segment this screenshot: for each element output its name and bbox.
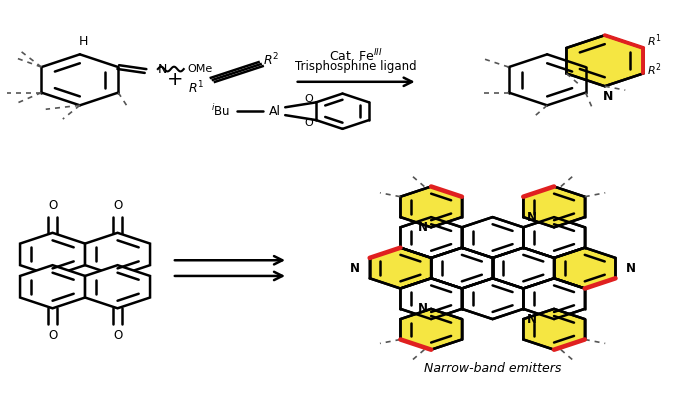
Text: $R^1$: $R^1$	[188, 79, 204, 96]
Polygon shape	[523, 278, 585, 319]
Text: O: O	[48, 199, 57, 213]
Polygon shape	[401, 217, 462, 258]
Polygon shape	[370, 248, 431, 288]
Polygon shape	[85, 265, 150, 308]
Polygon shape	[401, 278, 462, 319]
Text: $R^2$: $R^2$	[263, 52, 279, 68]
Text: N: N	[527, 211, 537, 224]
Text: N: N	[350, 261, 360, 275]
Text: OMe: OMe	[188, 64, 213, 74]
Text: N: N	[158, 62, 167, 75]
Polygon shape	[85, 233, 150, 276]
Text: N: N	[418, 221, 427, 234]
Polygon shape	[523, 217, 585, 258]
Text: Narrow-band emitters: Narrow-band emitters	[424, 361, 561, 374]
Text: O: O	[113, 329, 122, 342]
Polygon shape	[523, 309, 585, 350]
Polygon shape	[493, 248, 554, 288]
Text: H: H	[79, 36, 88, 49]
Polygon shape	[462, 217, 523, 258]
Polygon shape	[20, 265, 85, 308]
Text: +: +	[167, 70, 184, 89]
Text: N: N	[418, 303, 427, 315]
Text: $R^2$: $R^2$	[647, 61, 661, 78]
Text: $^{i}$Bu: $^{i}$Bu	[212, 103, 231, 119]
Polygon shape	[566, 35, 643, 86]
Text: O: O	[305, 118, 314, 128]
Text: Trisphosphine ligand: Trisphosphine ligand	[295, 60, 417, 73]
Text: Al: Al	[269, 105, 281, 118]
Polygon shape	[20, 233, 85, 276]
Text: O: O	[113, 199, 122, 213]
Text: N: N	[625, 261, 636, 275]
Polygon shape	[401, 186, 462, 227]
Text: N: N	[603, 90, 613, 103]
Text: N: N	[527, 312, 537, 325]
Polygon shape	[401, 309, 462, 350]
Text: Cat. Fe$^{III}$: Cat. Fe$^{III}$	[329, 47, 383, 64]
Polygon shape	[431, 248, 493, 288]
Text: O: O	[305, 94, 314, 104]
Text: O: O	[48, 329, 57, 342]
Polygon shape	[554, 248, 616, 288]
Text: $R^1$: $R^1$	[647, 33, 661, 49]
Polygon shape	[523, 186, 585, 227]
Polygon shape	[462, 278, 523, 319]
